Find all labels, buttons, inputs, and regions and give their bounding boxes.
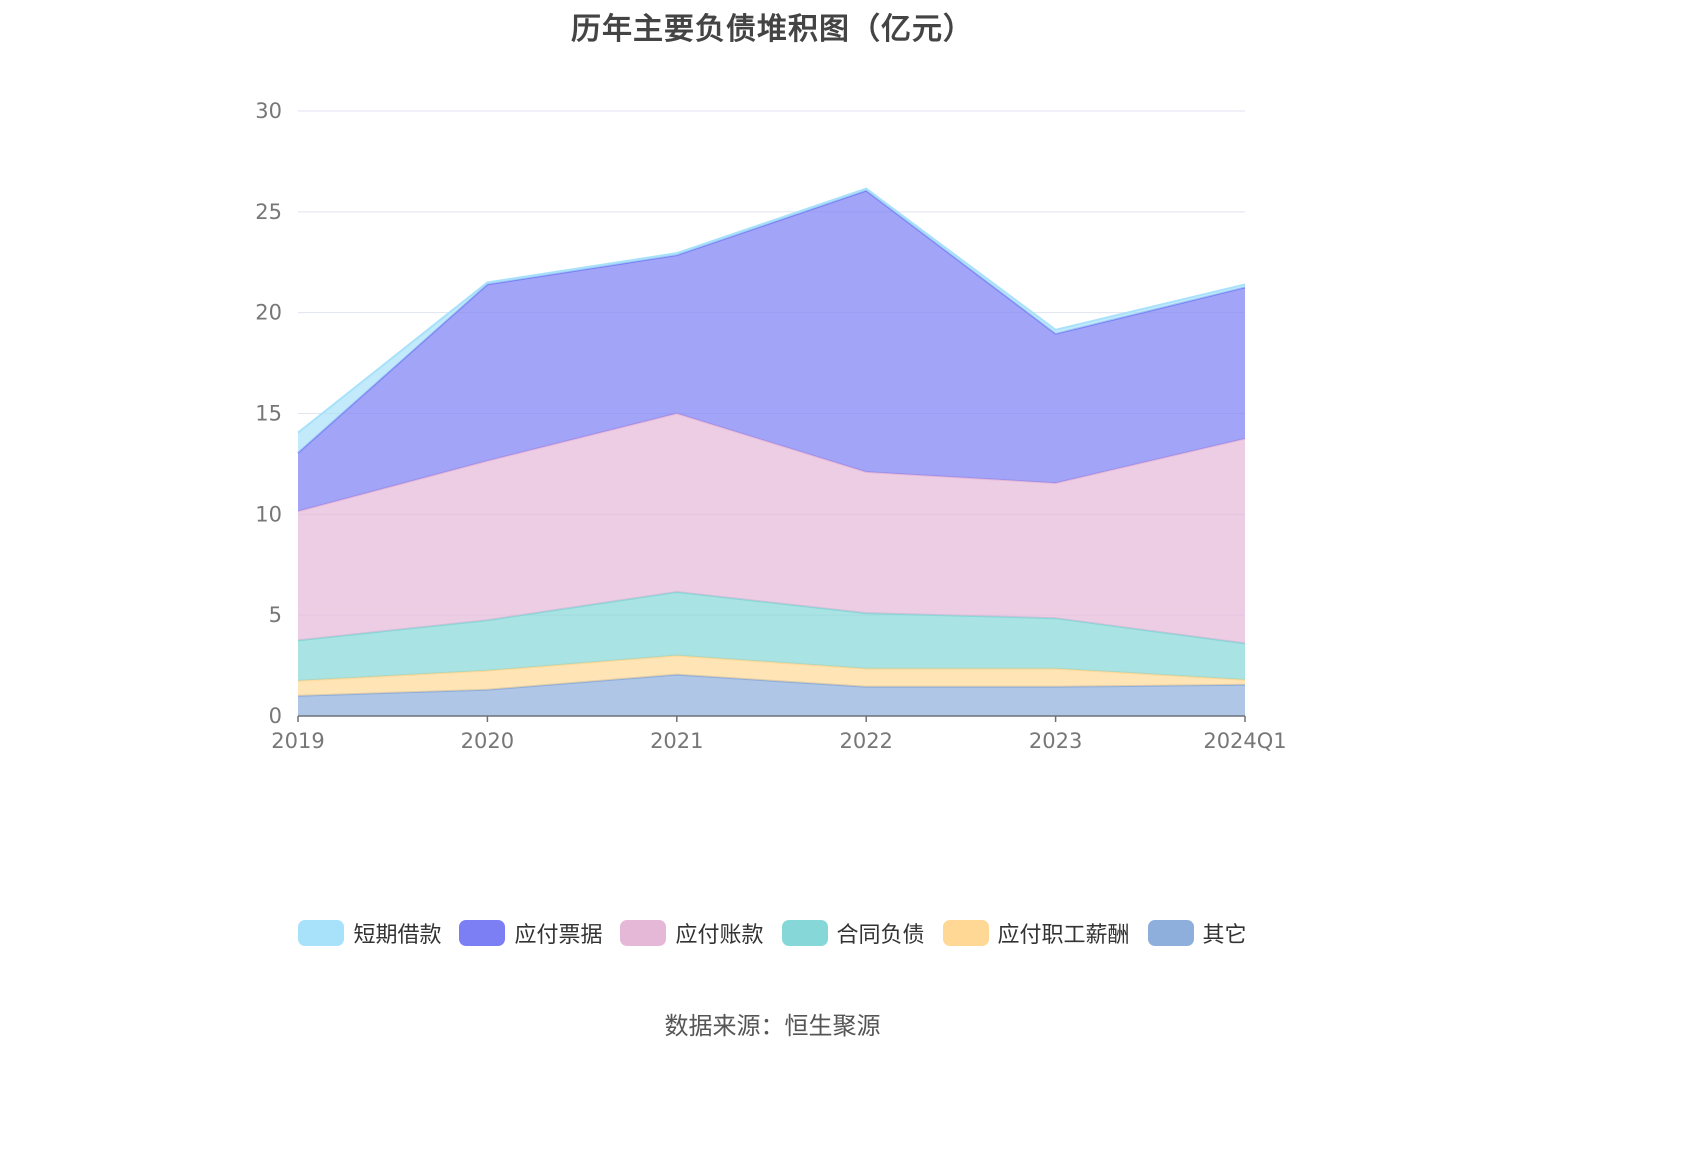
legend-item[interactable]: 应付职工薪酬: [942, 917, 1130, 949]
chart-title: 历年主要负债堆积图（亿元）: [571, 12, 974, 47]
area-line-短期借款: [297, 187, 1246, 434]
legend-swatch: [781, 920, 828, 946]
legend-item[interactable]: 应付账款: [620, 917, 764, 949]
legend-item[interactable]: 其它: [1147, 917, 1247, 949]
legend-label: 应付账款: [675, 923, 764, 948]
legend-item[interactable]: 合同负债: [781, 917, 925, 949]
legend-swatch: [298, 920, 345, 946]
x-tick-label: 2022: [839, 729, 892, 753]
legend-label: 其它: [1202, 923, 1247, 948]
chart-canvas: 0 5 10 15 20 25 30 2019 2020 2021 2022 2023 2024Q1: [255, 99, 1286, 753]
y-tick-label: 30: [255, 99, 282, 123]
legend-swatch: [1147, 920, 1194, 946]
x-tick-label: 2019: [271, 729, 324, 753]
x-tick-label: 2021: [650, 729, 703, 753]
area-series-应付账款: [298, 413, 1245, 644]
legend-swatch: [459, 920, 506, 946]
y-tick-label: 15: [255, 402, 282, 426]
legend-swatch: [620, 920, 667, 946]
legend-label: 合同负债: [836, 923, 925, 948]
x-tick-label: 2020: [461, 729, 514, 753]
axes: 0 5 10 15 20 25 30 2019 2020 2021 2022 2023 2024Q1: [255, 99, 1286, 753]
legend: 短期借款 应付票据 应付账款 合同负债 应付职工薪酬 其它: [0, 917, 1545, 949]
y-tick-label: 5: [269, 603, 282, 627]
legend-label: 应付票据: [514, 923, 603, 948]
x-tick-label: 2024Q1: [1203, 729, 1286, 753]
y-tick-label: 25: [255, 200, 282, 224]
legend-item[interactable]: 短期借款: [298, 917, 441, 949]
x-tick-label: 2023: [1029, 729, 1082, 753]
area-series-应付票据: [298, 190, 1245, 512]
legend-label: 应付职工薪酬: [997, 923, 1130, 948]
legend-label: 短期借款: [353, 923, 442, 948]
area-series-其它: [298, 674, 1245, 716]
area-series-应付职工薪酬: [298, 655, 1245, 696]
y-tick-label: 10: [255, 502, 282, 526]
y-tick-label: 20: [255, 301, 282, 325]
legend-item[interactable]: 应付票据: [459, 917, 602, 949]
legend-swatch: [942, 920, 989, 946]
y-tick-label: 0: [269, 704, 282, 728]
stacked-areas: [297, 187, 1246, 716]
source-note: 数据来源：恒生聚源: [664, 1012, 881, 1040]
